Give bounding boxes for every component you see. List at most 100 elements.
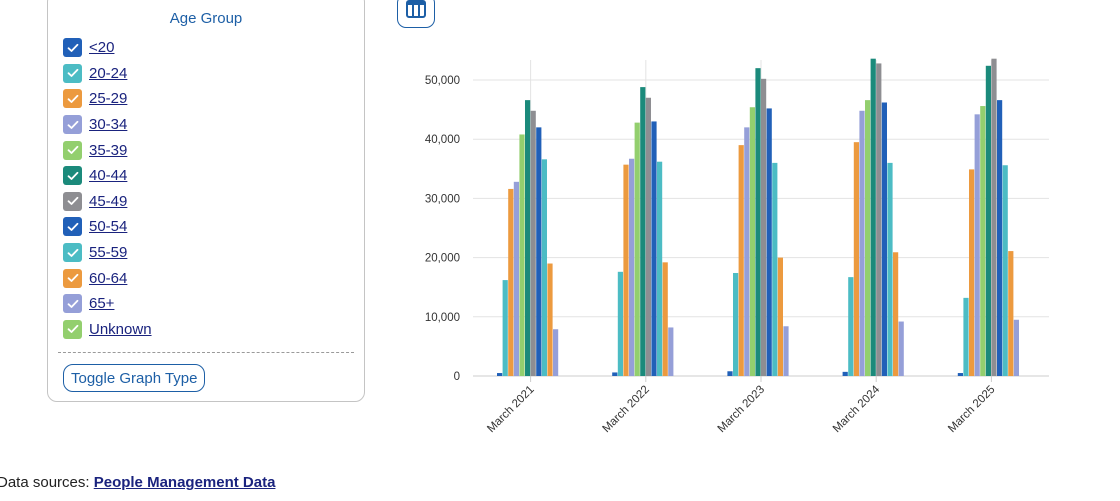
legend-item-label[interactable]: 65+ [89,295,115,313]
bar[interactable] [513,181,519,376]
bar[interactable] [744,127,750,376]
bar[interactable] [662,262,668,376]
legend-item[interactable]: 25-29 [63,86,152,112]
bar[interactable] [547,263,553,376]
checkbox-checked-icon[interactable] [63,140,82,160]
checkbox-checked-icon[interactable] [63,166,82,186]
bar[interactable] [777,257,783,376]
bar[interactable] [997,100,1003,377]
y-tick-label: 20,000 [425,253,460,265]
legend-item[interactable]: 55-59 [63,240,152,266]
bar[interactable] [963,297,969,376]
toggle-graph-type-button[interactable]: Toggle Graph Type [63,364,206,392]
legend-item-label[interactable]: <20 [89,39,115,57]
legend-item[interactable]: <20 [63,35,152,61]
legend-item-label[interactable]: 50-54 [89,218,128,236]
checkbox-checked-icon[interactable] [63,268,82,288]
legend-item-label[interactable]: 20-24 [89,64,128,82]
legend-item[interactable]: Unknown [63,317,152,343]
legend-item[interactable]: 20-24 [63,61,152,87]
checkbox-checked-icon[interactable] [63,191,82,211]
checkbox-checked-icon[interactable] [63,38,82,58]
bar[interactable] [974,114,980,376]
bar[interactable] [640,87,646,376]
bar[interactable] [617,271,623,376]
bar[interactable] [749,107,755,377]
bar[interactable] [991,58,997,377]
bar[interactable] [525,100,531,377]
checkbox-checked-icon[interactable] [63,217,82,237]
legend-item-label[interactable]: 60-64 [89,269,128,287]
bar[interactable] [870,58,876,377]
bar[interactable] [733,272,739,376]
legend-item-label[interactable]: 40-44 [89,167,128,185]
legend-item[interactable]: 50-54 [63,214,152,240]
checkbox-checked-icon[interactable] [63,294,82,314]
bar[interactable] [772,162,778,376]
legend-item[interactable]: 30-34 [63,112,152,138]
legend-item-label[interactable]: 25-29 [89,90,128,108]
bar[interactable] [887,162,893,376]
bar[interactable] [645,97,651,376]
bar[interactable] [738,145,744,376]
bar[interactable] [1008,251,1014,376]
x-tick-label: March 2024 [831,383,883,435]
bar[interactable] [657,161,663,376]
people-management-data-link[interactable]: People Management Data [93,474,276,491]
bar[interactable] [530,110,536,376]
bar[interactable] [651,121,657,376]
legend-item[interactable]: 60-64 [63,265,152,291]
legend-item-label[interactable]: Unknown [89,320,152,338]
bar[interactable] [1002,165,1008,376]
bar[interactable] [957,373,963,376]
bar[interactable] [668,327,674,376]
bar[interactable] [727,371,733,376]
bar[interactable] [536,127,542,376]
bar[interactable] [985,65,991,377]
legend-item[interactable]: 35-39 [63,137,152,163]
checkbox-checked-icon[interactable] [63,115,82,135]
bar[interactable] [623,164,629,376]
bar[interactable] [519,134,525,376]
table-icon [406,0,426,23]
checkbox-checked-icon[interactable] [63,63,82,83]
bar[interactable] [497,373,503,376]
legend-item-label[interactable]: 35-39 [89,141,128,159]
bar[interactable] [629,158,635,376]
bar[interactable] [842,371,848,376]
legend-item-label[interactable]: 45-49 [89,192,128,210]
legend-item[interactable]: 40-44 [63,163,152,189]
bar[interactable] [881,102,887,376]
bar[interactable] [502,280,508,376]
bar[interactable] [848,277,854,376]
checkbox-checked-icon[interactable] [63,243,82,263]
bar[interactable] [755,68,761,376]
legend-divider [58,352,354,353]
bar[interactable] [553,329,559,376]
legend-item[interactable]: 45-49 [63,189,152,215]
legend-item-label[interactable]: 55-59 [89,244,128,262]
bar[interactable] [766,108,772,376]
x-tick-label: March 2021 [485,384,536,435]
legend-item[interactable]: 65+ [63,291,152,317]
checkbox-checked-icon[interactable] [63,319,82,339]
bar[interactable] [612,372,618,376]
bar[interactable] [876,63,882,376]
bar[interactable] [859,110,865,376]
bar[interactable] [893,252,899,376]
legend-item-label[interactable]: 30-34 [89,116,128,134]
bar[interactable] [761,78,767,377]
y-tick-label: 40,000 [425,134,460,146]
bar[interactable] [980,106,986,376]
bar[interactable] [865,100,871,377]
checkbox-checked-icon[interactable] [63,89,82,109]
bar[interactable] [1013,319,1019,376]
bar[interactable] [853,142,859,376]
bar[interactable] [541,159,547,376]
bar[interactable] [508,188,514,376]
bar[interactable] [783,326,789,376]
bar[interactable] [634,122,640,377]
bar[interactable] [898,321,904,376]
table-view-button[interactable] [397,0,435,28]
bar[interactable] [969,169,975,376]
